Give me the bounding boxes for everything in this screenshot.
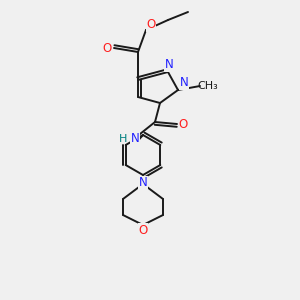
Text: O: O [102, 41, 112, 55]
Text: O: O [138, 224, 148, 236]
Text: CH₃: CH₃ [198, 81, 218, 91]
Text: O: O [178, 118, 188, 130]
Text: N: N [180, 76, 188, 89]
Text: N: N [139, 176, 147, 190]
Text: N: N [130, 133, 140, 146]
Text: O: O [146, 19, 156, 32]
Text: N: N [165, 58, 173, 71]
Text: H: H [118, 134, 127, 144]
